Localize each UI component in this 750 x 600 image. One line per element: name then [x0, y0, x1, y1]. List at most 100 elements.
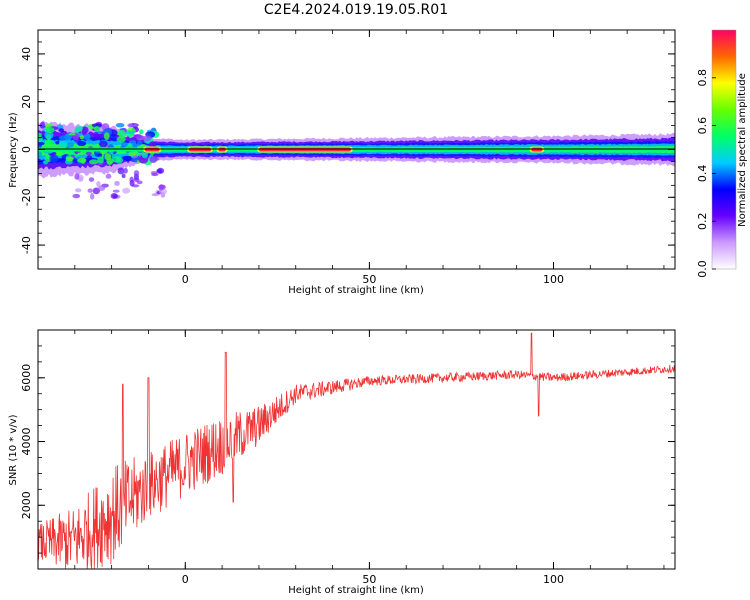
snr-y-axis-title: SNR (10 * v/v) — [8, 414, 19, 485]
colorbar-title: Normalized spectral amplitude — [737, 73, 748, 227]
spectrogram-faint-blob — [87, 188, 93, 193]
snr-y-tick-label: 2000 — [20, 491, 33, 519]
spectrogram-noise-blob — [46, 140, 55, 145]
colorbar-ticks: 0.0 0.2 0.4 0.6 0.8 — [696, 69, 716, 278]
spectrogram-noise-blob — [38, 150, 42, 159]
spectrogram-faint-blob — [133, 170, 140, 177]
spectrogram-noise-blob — [106, 160, 113, 165]
spectrogram-y-tick-label: 20 — [20, 95, 33, 109]
spectrogram-faint-blob — [112, 189, 120, 193]
snr-panel: 0 50 100 2000 4000 6000 Height of straight l… — [8, 329, 676, 596]
spectrogram-x-tick-label: 50 — [362, 273, 376, 286]
spectrogram-faint-blob — [72, 193, 81, 199]
spectrogram-noise-blob — [142, 135, 152, 141]
spectrogram-panel: 0 50 100 -40 -20 0 20 40 Height of straight li… — [8, 29, 676, 296]
spectrogram-faint-blob — [129, 176, 134, 183]
spectrogram-noise-blob — [66, 142, 74, 148]
spectrogram-faint-blob — [110, 193, 118, 200]
snr-y-tick-label: 6000 — [20, 364, 33, 392]
spectrogram-noise-blob — [66, 156, 74, 162]
colorbar-tick-label: 0.4 — [696, 165, 709, 183]
spectrogram-noise-blob — [81, 128, 87, 136]
figure-title: C2E4.2024.019.19.05.R01 — [264, 2, 448, 18]
spectrogram-noise-blob — [91, 123, 102, 128]
spectrogram-noise-blob — [74, 125, 83, 133]
colorbar: 0.0 0.2 0.4 0.6 0.8 Normalized spectral ampl… — [696, 29, 748, 278]
spectrogram-faint-blob — [89, 192, 95, 200]
snr-frame — [37, 329, 676, 570]
colorbar-tick-label: 0.6 — [696, 117, 709, 135]
spectrogram-y-tick-label: 0 — [20, 146, 33, 153]
spectrogram-noise-blob — [49, 154, 59, 163]
spectrogram-faint-blob — [131, 184, 140, 188]
spectrogram-noise-blob — [77, 140, 87, 147]
spectrogram-noise-blob — [85, 151, 92, 156]
colorbar-frame — [711, 29, 737, 270]
snr-x-axis-title: Height of straight line (km) — [288, 585, 424, 596]
spectrogram-faint-blob — [105, 173, 112, 179]
spectrogram-noise-blob — [136, 140, 143, 146]
spectrogram-noise-blob — [115, 122, 125, 128]
spectrogram-y-ticks: -40 -20 0 20 40 — [20, 29, 675, 270]
spectrogram-noise-blob — [38, 132, 42, 138]
spectrogram-faint-blob — [92, 187, 101, 195]
spectrogram-noise-blob — [123, 155, 132, 162]
snr-plot-area — [38, 330, 675, 569]
spectrogram-noise-blob — [79, 135, 85, 140]
spectrogram-noise-blob — [118, 129, 125, 136]
spectrogram-y-tick-label: -40 — [20, 236, 33, 254]
spectrogram-noise-blob — [88, 159, 99, 165]
spectrogram-noise-blob — [97, 156, 104, 164]
snr-y-ticks: 2000 4000 6000 — [20, 329, 675, 570]
spectrogram-faint-blob — [158, 184, 165, 191]
colorbar-tick-label: 0.8 — [696, 69, 709, 87]
spectrogram-x-ticks: 0 50 100 — [37, 30, 665, 286]
snr-x-ticks: 0 50 100 — [37, 330, 665, 586]
spectrogram-faint-blob — [117, 167, 125, 175]
spectrogram-noise-blob — [121, 141, 128, 148]
spectrogram-noise-blob — [132, 143, 138, 148]
spectrogram-noise-blob — [68, 132, 76, 136]
colorbar-gradient — [712, 30, 736, 269]
spectrogram-noise-blob — [58, 128, 65, 133]
spectrogram-faint-blob — [98, 185, 106, 191]
spectrogram-noise-blob — [127, 123, 134, 128]
snr-x-tick-label: 50 — [362, 573, 376, 586]
spectrogram-faint-blob — [114, 180, 120, 186]
spectrogram-noise-blob — [86, 139, 93, 144]
spectrogram-noise-blob — [38, 141, 42, 149]
spectrogram-faint-blob — [74, 188, 82, 193]
spectrogram-x-tick-label: 0 — [182, 273, 189, 286]
spectrogram-y-tick-label: 40 — [20, 47, 33, 61]
spectrogram-faint-blob — [157, 167, 165, 174]
spectrogram-faint-blob — [151, 193, 160, 197]
spectrogram-noise-blob — [94, 126, 101, 133]
spectrogram-noise-blob — [127, 143, 132, 148]
spectrogram-faint-blob — [121, 173, 126, 179]
spectrogram-x-axis-title: Height of straight line (km) — [288, 285, 424, 296]
spectrogram-noise-blob — [138, 129, 144, 135]
spectrogram-noise-blob — [111, 156, 122, 163]
spectrogram-faint-blob — [122, 187, 131, 194]
spectrogram-noise-blob — [128, 151, 137, 157]
spectrogram-noise-blob — [98, 140, 108, 148]
spectrogram-noise-blob — [126, 130, 136, 135]
colorbar-tick-label: 0.0 — [696, 260, 709, 278]
spectrogram-faint-blob — [88, 177, 95, 182]
spectrogram-noise-blob — [97, 130, 103, 135]
snr-x-tick-label: 100 — [543, 573, 564, 586]
spectrogram-x-tick-label: 100 — [543, 273, 564, 286]
spectrogram-noise-blob — [45, 126, 55, 134]
spectrogram-noise-blob — [58, 140, 67, 148]
spectrogram-noise-blob — [103, 132, 110, 141]
spectrogram-faint-blob — [151, 172, 159, 177]
spectrogram-faint-blob — [74, 173, 80, 180]
snr-x-tick-label: 0 — [182, 573, 189, 586]
spectrogram-faint-blob — [123, 167, 128, 174]
spectrogram-faint-blob — [96, 181, 101, 187]
spectrogram-noise-blob — [44, 131, 54, 139]
spectrogram-noise-blob — [128, 140, 137, 145]
spectrogram-faint-blob — [136, 180, 143, 185]
spectrogram-noise-blob — [39, 121, 45, 129]
